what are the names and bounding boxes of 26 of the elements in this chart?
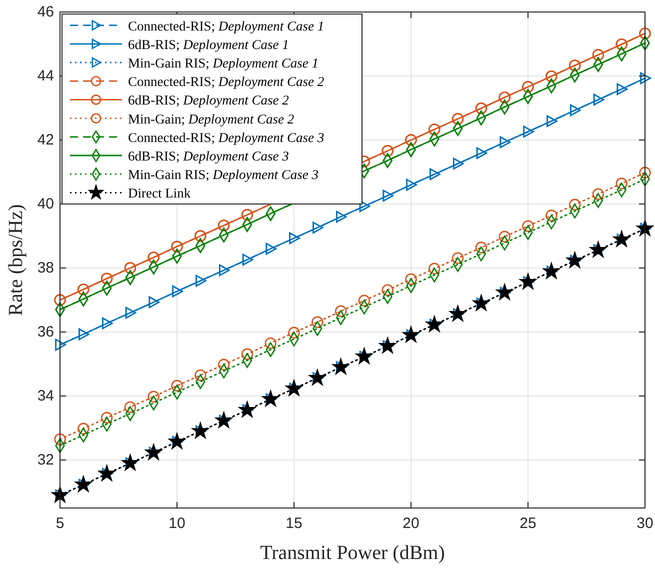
legend-label: Min-Gain RIS; Deployment Case 1: [128, 55, 318, 70]
legend-label: Connected-RIS; Deployment Case 3: [128, 129, 324, 144]
y-tick-label: 32: [37, 452, 54, 468]
x-tick-label: 5: [56, 515, 64, 532]
y-tick-label: 38: [37, 260, 54, 276]
legend-label: Min-Gain RIS; Deployment Case 3: [128, 166, 319, 182]
x-tick-label: 10: [168, 515, 186, 532]
legend-label: Connected-RIS; Deployment Case 1: [128, 18, 324, 33]
x-tick-label: 20: [402, 515, 420, 532]
y-tick-label: 46: [37, 4, 54, 20]
y-tick-label: 34: [37, 388, 54, 404]
y-tick-label: 40: [37, 196, 54, 212]
legend-label: 6dB-RIS; Deployment Case 2: [128, 92, 290, 108]
y-tick-label: 36: [37, 324, 54, 340]
y-axis-title: Rate (bps/Hz): [5, 204, 27, 316]
x-tick-label: 25: [520, 515, 536, 532]
legend-label: 6dB-RIS; Deployment Case 3: [128, 148, 290, 163]
y-tick-label: 42: [37, 132, 54, 148]
legend-label: Connected-RIS; Deployment Case 2: [128, 74, 324, 89]
legend-label: Direct Link: [128, 185, 191, 200]
legend-label: Min-Gain; Deployment Case 2: [128, 110, 294, 126]
x-axis-title: Transmit Power (dBm): [260, 542, 445, 564]
x-tick-label: 15: [286, 515, 302, 532]
legend-label: 6dB-RIS; Deployment Case 1: [128, 36, 289, 52]
y-tick-label: 44: [37, 68, 54, 84]
x-tick-label: 30: [636, 515, 654, 532]
